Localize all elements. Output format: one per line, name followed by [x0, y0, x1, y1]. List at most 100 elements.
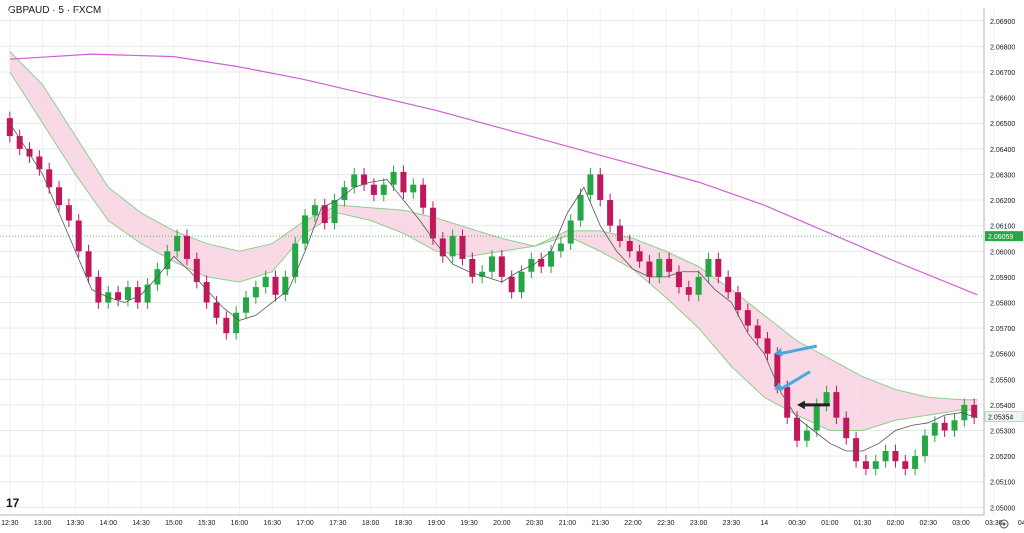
candle-body	[302, 215, 309, 244]
x-tick-label: 18:00	[362, 520, 380, 527]
candle-body	[853, 438, 860, 462]
candle-body	[134, 287, 141, 303]
candle-body	[282, 276, 289, 295]
x-tick-label: 01:00	[821, 520, 839, 527]
candle-body	[538, 258, 545, 267]
candle-body	[420, 184, 427, 208]
x-tick-label: 14:00	[99, 520, 117, 527]
candle-body	[203, 281, 210, 303]
candle-body	[252, 287, 259, 298]
candle-body	[479, 271, 486, 277]
ma-band	[9, 51, 978, 431]
candle-body	[666, 258, 673, 272]
candle-body	[164, 251, 171, 270]
y-tick-label: 2.06800	[990, 44, 1015, 51]
y-tick-label: 2.06200	[990, 198, 1015, 205]
candle-body	[26, 148, 33, 157]
y-tick-label: 2.06300	[990, 172, 1015, 179]
candle-body	[292, 243, 299, 277]
x-tick-label: 16:00	[231, 520, 249, 527]
candle-body	[508, 276, 515, 293]
x-tick-label: 18:30	[395, 520, 413, 527]
annotation-arrow-shaft	[779, 370, 811, 391]
y-tick-label: 2.06700	[990, 70, 1015, 77]
candle-body	[489, 256, 495, 272]
candle-body	[410, 184, 417, 193]
y-tick-label: 2.05500	[990, 377, 1015, 384]
x-tick-label: 17:00	[296, 520, 314, 527]
x-tick-label: 03:00	[952, 520, 970, 527]
candle-body	[774, 353, 781, 387]
candle-body	[243, 297, 249, 313]
slow-ma-line	[9, 53, 978, 296]
candle-body	[498, 256, 505, 277]
candle-body	[892, 450, 899, 462]
y-tick-label: 2.05700	[990, 326, 1015, 333]
candle-body	[144, 284, 151, 303]
x-tick-label: 00:30	[788, 520, 806, 527]
candle-body	[813, 404, 820, 431]
y-tick-label: 2.06100	[990, 224, 1015, 231]
candle-body	[764, 338, 771, 354]
candle-body	[862, 461, 869, 469]
annotation-arrow-shaft	[779, 344, 818, 356]
candle-body	[902, 461, 909, 469]
candle-body	[577, 194, 584, 221]
candle-body	[272, 276, 279, 295]
x-tick-label: 03:30	[985, 520, 1003, 527]
candle-body	[567, 220, 574, 244]
candle-body	[193, 258, 200, 282]
candle-body	[469, 258, 476, 277]
last-price-badge	[984, 411, 1024, 422]
candle-body	[794, 417, 801, 441]
x-tick-label: 15:00	[165, 520, 183, 527]
candle-body	[931, 422, 938, 436]
x-tick-label: 20:00	[493, 520, 511, 527]
candle-body	[548, 251, 555, 267]
x-tick-label: 19:30	[460, 520, 478, 527]
candle-body	[941, 422, 948, 431]
candle-body	[951, 420, 958, 431]
annotation-arrow-head	[774, 348, 783, 357]
candle-body	[833, 392, 840, 418]
annotation-arrow-head	[774, 382, 784, 390]
y-tick-label: 2.06000	[990, 249, 1015, 256]
candle-body	[390, 171, 397, 185]
candle-body	[646, 261, 653, 277]
y-tick-label: 2.05900	[990, 275, 1015, 282]
candle-body	[183, 235, 190, 259]
candle-body	[341, 187, 348, 201]
candle-body	[735, 292, 741, 311]
x-tick-label: 17:30	[329, 520, 347, 527]
y-tick-label: 2.06600	[990, 96, 1015, 103]
x-tick-label: 13:30	[67, 520, 85, 527]
candle-body	[971, 404, 978, 418]
candle-body	[36, 156, 43, 170]
x-tick-label: 02:00	[887, 520, 905, 527]
candle-body	[223, 317, 230, 334]
candle-body	[636, 251, 643, 262]
candle-body	[715, 258, 722, 277]
grid-lines	[0, 8, 995, 515]
candle-body	[912, 456, 919, 469]
candle-body	[213, 302, 220, 318]
candle-body	[321, 205, 328, 224]
tradingview-logo-icon[interactable]: 17	[6, 496, 19, 510]
candle-body	[803, 430, 810, 441]
candle-body	[685, 287, 692, 295]
x-tick-label: 23:30	[723, 520, 741, 527]
y-tick-label: 2.05600	[990, 352, 1015, 359]
candle-body	[331, 200, 338, 224]
x-tick-label: 04:00	[1018, 520, 1024, 527]
candle-body	[705, 258, 712, 277]
x-tick-label: 21:30	[591, 520, 609, 527]
annotation-arrows	[774, 344, 830, 410]
x-tick-label: 19:00	[427, 520, 445, 527]
candle-body	[124, 287, 131, 300]
x-tick-label: 14	[760, 520, 768, 527]
candle-body	[85, 251, 92, 277]
candle-body	[616, 225, 623, 242]
axes: 2.06900 2.06800 2.06700 2.06600 2.06500 2.064…	[0, 8, 1024, 529]
y-tick-label: 2.05000	[990, 505, 1015, 512]
